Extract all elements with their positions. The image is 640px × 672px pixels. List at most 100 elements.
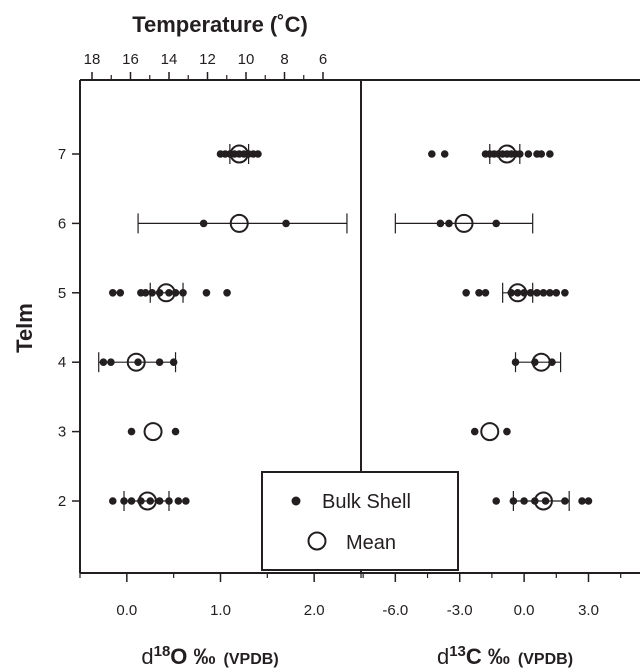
bulk-shell-point	[169, 358, 178, 367]
legend: Bulk Shell Mean	[261, 471, 459, 571]
bulk-shell-point	[526, 289, 535, 297]
legend-marker-mean	[307, 531, 327, 551]
bulk-shell-point	[174, 497, 183, 505]
bulk-shell-point	[141, 289, 150, 297]
bulk-shell-point	[492, 219, 501, 228]
legend-box	[261, 471, 459, 571]
x-tick-label-d18O: 2.0	[304, 602, 325, 619]
bulk-shell-point	[146, 497, 155, 505]
bulk-shell-point	[541, 497, 550, 505]
y-tick-label: 5	[58, 285, 66, 302]
x-tick-label-d13C: -3.0	[447, 602, 473, 619]
x-axis-label-d13C: d13C ‰ (VPDB)	[437, 643, 573, 669]
bulk-shell-point	[116, 289, 125, 297]
bulk-shell-point	[127, 497, 136, 505]
bulk-shell-point	[462, 289, 470, 297]
x-tick-label-d18O: 0.0	[116, 602, 137, 619]
bulk-shell-point	[492, 497, 501, 505]
bulk-shell-point	[524, 150, 533, 158]
bulk-shell-point	[509, 497, 518, 505]
bulk-shell-point	[179, 289, 187, 297]
bulk-shell-point	[282, 219, 290, 228]
mean-marker	[497, 144, 517, 164]
x-tick-label-d13C: 0.0	[514, 602, 535, 619]
y-tick-label: 3	[58, 424, 66, 441]
bulk-shell-point	[546, 150, 554, 158]
bulk-shell-point	[120, 497, 128, 505]
bulk-shell-point	[561, 497, 569, 505]
bulk-shell-point	[481, 289, 490, 297]
bulk-shell-point	[202, 289, 211, 297]
bulk-shell-point	[155, 358, 164, 367]
x-tick-label-d13C: -6.0	[382, 602, 408, 619]
bulk-shell-point	[533, 289, 541, 297]
top-tick-label: 10	[238, 51, 255, 68]
mean-marker	[533, 491, 553, 511]
bulk-shell-point	[99, 358, 108, 367]
bulk-shell-point	[127, 427, 136, 436]
legend-marker-bulk-shell	[291, 496, 301, 506]
mean-marker	[531, 352, 551, 372]
bulk-shell-point	[223, 289, 231, 297]
bulk-shell-point	[108, 289, 117, 297]
mean-marker	[480, 422, 500, 442]
mean-marker	[454, 213, 474, 233]
bulk-shell-point	[520, 497, 528, 505]
bulk-shell-point	[511, 358, 520, 367]
bulk-shell-point	[165, 497, 173, 505]
bulk-shell-point	[182, 497, 190, 505]
top-tick-label: 14	[161, 51, 178, 68]
axes: 2 3 4 5 6 7 18 16 14 12 10 8 6 0.0 1.0 2.0 -6.0 -3.0 0.0 3.…	[58, 51, 640, 619]
x-tick-label-d18O: 1.0	[210, 602, 231, 619]
y-tick-label: 7	[58, 146, 66, 163]
mean-marker	[229, 213, 249, 233]
panel-d18O	[98, 144, 348, 511]
top-tick-label: 16	[122, 51, 139, 68]
bulk-shell-point	[199, 219, 208, 228]
x-axis-label-d18O: d18O ‰ (VPDB)	[141, 643, 278, 669]
bulk-shell-point	[436, 219, 445, 228]
bulk-shell-point	[254, 150, 262, 158]
panel-d13C	[394, 144, 593, 511]
bulk-shell-point	[440, 150, 449, 158]
bulk-shell-point	[155, 497, 164, 505]
bulk-shell-point	[539, 289, 548, 297]
bulk-shell-point	[584, 497, 593, 505]
y-tick-label: 2	[58, 493, 66, 510]
top-tick-label: 8	[280, 51, 288, 68]
bulk-shell-point	[561, 289, 569, 297]
mean-marker	[137, 491, 157, 511]
bulk-shell-point	[552, 289, 561, 297]
bulk-shell-point	[108, 497, 117, 505]
y-tick-label: 4	[58, 354, 66, 371]
bulk-shell-point	[516, 150, 524, 158]
y-axis-label: Telm	[12, 303, 37, 353]
mean-marker	[229, 144, 249, 164]
legend-label-mean: Mean	[346, 532, 396, 554]
mean-marker	[143, 422, 163, 442]
bulk-shell-point	[428, 150, 436, 158]
bulk-shell-point	[513, 289, 522, 297]
bulk-shell-point	[470, 427, 479, 436]
mean-marker	[156, 283, 176, 303]
chart-title: Temperature (˚C)	[132, 12, 308, 37]
bulk-shell-point	[475, 289, 483, 297]
y-tick-label: 6	[58, 215, 66, 232]
bulk-shell-point	[546, 289, 554, 297]
bulk-shell-point	[578, 497, 586, 505]
bulk-shell-point	[165, 289, 173, 297]
top-tick-label: 6	[319, 51, 327, 68]
bulk-shell-point	[171, 427, 180, 436]
mean-marker	[508, 283, 528, 303]
bulk-shell-point	[148, 289, 156, 297]
bulk-shell-point	[503, 427, 511, 436]
bulk-shell-point	[134, 358, 142, 367]
bulk-shell-point	[445, 219, 453, 228]
top-tick-label: 18	[84, 51, 101, 68]
bulk-shell-point	[537, 150, 546, 158]
bulk-shell-point	[107, 358, 115, 367]
x-tick-label-d13C: 3.0	[578, 602, 599, 619]
legend-label-bulk-shell: Bulk Shell	[322, 491, 411, 513]
top-tick-label: 12	[199, 51, 216, 68]
